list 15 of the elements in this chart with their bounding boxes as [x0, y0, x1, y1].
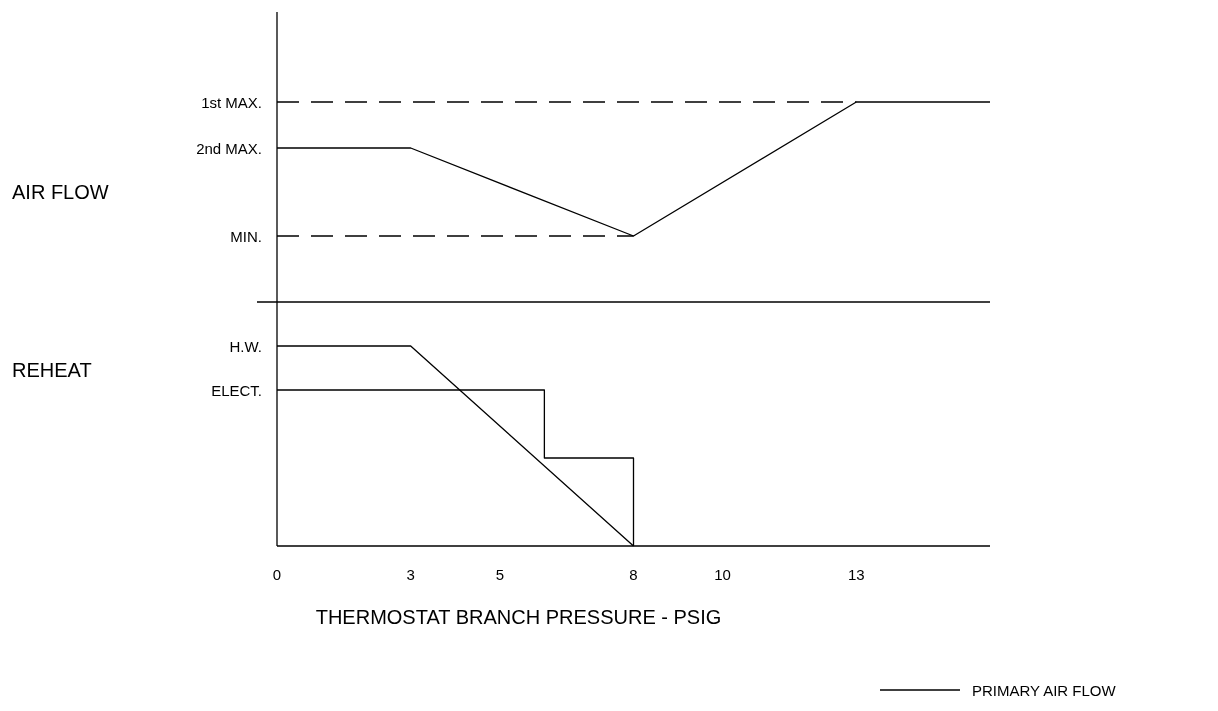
- x-tick-label: 13: [847, 566, 865, 583]
- text: 2nd MAX.: [196, 139, 262, 157]
- text: H.W.: [229, 337, 262, 355]
- x-tick-label: 10: [714, 566, 731, 583]
- text: PRIMARY AIR FLOW: [972, 681, 1117, 699]
- y-axis-title: REHEAT: [12, 359, 92, 381]
- x-tick-label: 0: [272, 566, 282, 583]
- text: 1st MAX.: [201, 93, 262, 111]
- y-axis-title: AIR FLOW: [12, 181, 109, 203]
- x-tick-label: 3: [406, 566, 415, 583]
- x-axis-title: THERMOSTAT BRANCH PRESSURE - PSIG: [315, 606, 722, 628]
- text: ELECT.: [211, 381, 262, 399]
- text: MIN.: [230, 227, 262, 245]
- x-tick-label: 5: [495, 566, 504, 583]
- x-tick-label: 8: [629, 566, 638, 583]
